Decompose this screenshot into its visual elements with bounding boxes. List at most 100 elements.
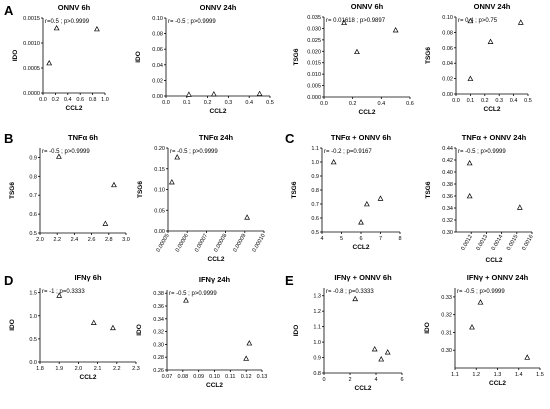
y-tick-label: 0.7 [29,193,37,199]
y-tick-label: 0.0005 [23,66,40,72]
y-tick-label: 0.08 [152,32,163,38]
x-tick-label: 0.5 [266,100,274,106]
chart-5: TNFα 6h r= -0.5 ; p>0.9999 2.0 2.2 2.4 2.6 2.8… [9,133,130,243]
y-tick-label: 0.40 [442,170,453,176]
data-point [384,349,391,355]
chart-11: IFNγ + ONNV 6h r= -0.8 ; p=0.3333 0 2 4 6 0.8 0… [293,273,404,392]
data-point [330,158,337,165]
y-tick-label: 1.1 [311,146,319,152]
y-tick-label: 0.00 [154,229,165,235]
chart-1: ONNV 6h r=0.5 ; p>0.9999 0.0 0.2 0.4 0.6 0.8 1.… [12,3,109,112]
chart-3: ONNV 6h r= 0.01618 ; p>0.9897 0.0 0.2 0.4 0.6… [293,2,414,116]
stat-label: r= -0.5 ; p>0.9999 [457,289,505,295]
chart-title: IFNγ 6h [74,273,102,282]
panel-letter-a: A [4,3,14,18]
x-tick-label: 1.4 [515,372,523,378]
data-point [244,214,250,220]
y-tick-label: 0.5 [311,230,319,236]
x-tick-label: 0.12 [241,374,252,380]
y-tick-label: 1.0 [311,160,319,166]
chart-10: IFNγ 24h r= -0.5 ; p>0.9999 0.07 0.08 0.09 0.… [136,275,267,389]
y-tick-label: 0.0000 [23,91,40,97]
x-tick-label: 0.0 [162,100,170,106]
x-axis-label: CCL2 [210,108,227,115]
y-tick-label: 1.2 [313,309,321,315]
y-tick-label: 0.20 [154,146,165,152]
y-tick-label: 0.15 [154,167,165,173]
y-tick-label: 0.30 [441,348,452,354]
data-point [94,25,100,32]
x-tick-label: 0.8 [89,97,97,103]
x-tick-label: 0.0016 [521,234,535,252]
y-tick-label: 0.28 [153,355,164,361]
data-point [392,26,399,33]
y-tick-label: 0.33 [441,295,452,301]
chart-title: TNFα 24h [199,133,234,142]
stat-label: r=0.5 ; p>0.9999 [45,19,90,25]
y-tick-label: 0.02 [442,77,453,83]
y-tick-label: 0.42 [442,158,453,164]
x-tick-label: 2.6 [88,237,96,243]
x-tick-label: 2.2 [53,237,61,243]
y-tick-label: 0.9 [313,356,321,362]
data-point [185,91,192,97]
y-tick-label: 0.7 [311,202,319,208]
x-axis-label: CCL2 [355,385,372,392]
y-tick-label: 0.04 [442,61,453,67]
x-tick-label: 0.13 [257,374,268,380]
x-axis-label: CCL2 [359,109,376,116]
data-point [378,356,385,362]
data-point [110,324,116,331]
x-tick-label: 1.1 [451,372,459,378]
y-tick-label: 0.38 [442,182,453,188]
x-tick-label: 0.4 [510,98,518,104]
data-point [56,153,62,159]
y-tick-label: 0.32 [441,313,452,319]
chart-title: ONNV 6h [58,3,91,12]
y-tick-label: 0.38 [153,291,164,297]
data-point [469,324,475,330]
x-axis-label: CCL2 [80,374,97,381]
data-point [524,354,531,360]
x-tick-label: 2.1 [94,366,102,372]
chart-title: ONNV 24h [474,2,511,11]
x-tick-label: 4 [320,236,323,242]
stat-label: r= -0.5 ; p>0.9999 [458,149,506,155]
x-tick-label: 2.4 [71,237,79,243]
y-axis-label: IDO [135,51,142,63]
chart-title: TNFα + ONNV 6h [331,133,392,142]
y-tick-label: 0.5 [29,231,37,237]
x-tick-label: 0.1 [183,100,191,106]
data-point [243,355,250,361]
y-tick-label: 0.005 [307,84,321,90]
x-tick-label: 0.00006 [175,233,190,253]
data-point [183,297,189,303]
stat-label: r= -0.5 ; p>0.9999 [169,291,217,297]
chart-title: ONNV 6h [351,2,384,11]
y-tick-label: 0.015 [307,61,321,67]
y-tick-label: 0.10 [442,15,453,21]
x-tick-label: 0.4 [245,100,253,106]
x-tick-label: 0.0 [452,98,460,104]
data-point [90,319,97,325]
data-point [363,200,370,207]
y-tick-label: 0.34 [442,206,453,212]
y-tick-label: 0.5 [29,337,37,343]
x-tick-label: 1.0 [101,97,109,103]
x-tick-label: 0.1 [467,98,475,104]
y-tick-label: 1.0 [313,340,321,346]
x-tick-label: 0.00005 [156,233,171,253]
y-tick-label: 0.30 [442,230,453,236]
y-tick-label: 0.32 [442,218,453,224]
data-point [358,219,364,225]
x-tick-label: 0.4 [64,97,72,103]
y-axis-label: TSG6 [425,47,432,64]
x-tick-label: 0.6 [406,101,414,107]
data-point [466,159,473,166]
x-tick-label: 0.0013 [476,234,490,252]
x-tick-label: 4 [374,377,377,383]
data-point [377,195,384,201]
y-axis-label: TSG6 [293,48,300,65]
data-point [466,192,473,199]
